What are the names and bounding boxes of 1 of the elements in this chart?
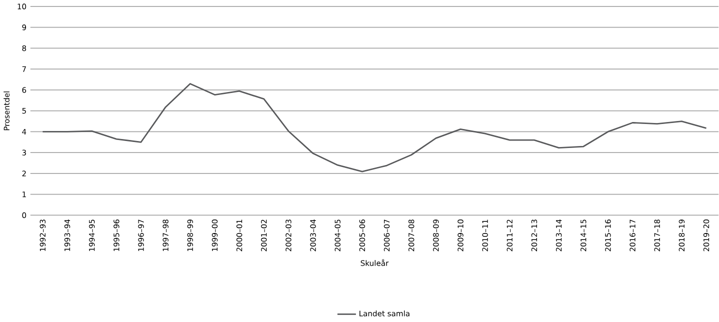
line-series [42, 82, 707, 172]
